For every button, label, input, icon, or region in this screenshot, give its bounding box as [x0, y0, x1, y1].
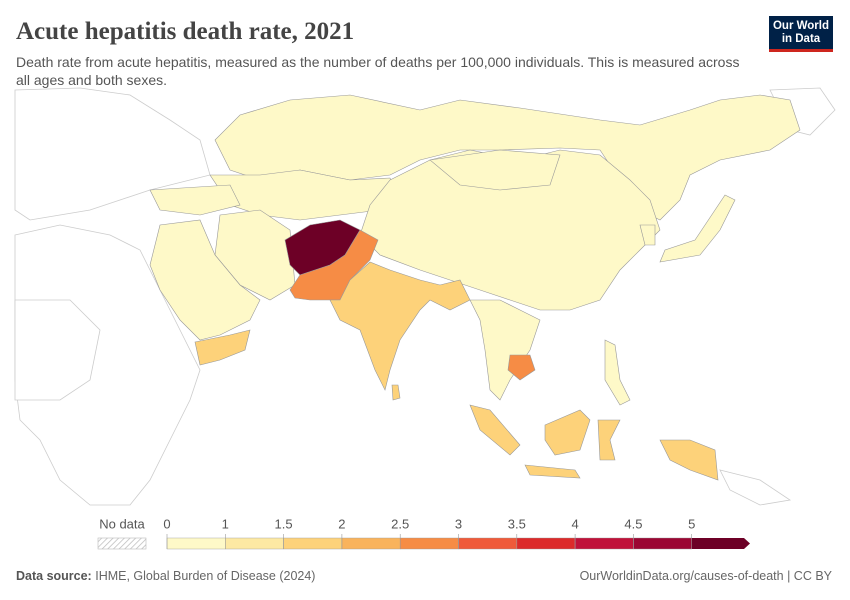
legend-tick-label: 2.5 — [391, 516, 409, 531]
legend-bin — [400, 537, 459, 550]
legend-tick-label: 5 — [688, 516, 695, 531]
country[interactable] — [289, 229, 379, 301]
legend-bin — [516, 537, 576, 550]
legend-tick-label: 0 — [163, 516, 170, 531]
countries — [149, 94, 801, 481]
legend-tick-label: 2 — [338, 516, 345, 531]
legend-bin — [166, 537, 226, 550]
legend-tick-label: 1.5 — [275, 516, 293, 531]
logo-line: in Data — [781, 33, 821, 45]
legend: 0 1 1.5 2 2.5 3 3.5 4 4.5 5 — [163, 516, 750, 550]
country[interactable] — [659, 439, 719, 481]
country[interactable] — [524, 464, 581, 479]
country[interactable] — [544, 409, 591, 456]
country[interactable] — [507, 354, 536, 381]
country[interactable] — [639, 224, 656, 246]
url[interactable]: OurWorldinData.org/causes-of-death | CC … — [579, 569, 832, 583]
logo[interactable]: Our World in Data — [769, 16, 833, 52]
legend-bin — [574, 537, 634, 550]
country[interactable] — [329, 261, 471, 391]
source-text: IHME, Global Burden of Disease (2024) — [95, 569, 316, 583]
country[interactable] — [469, 299, 541, 401]
country[interactable] — [214, 94, 801, 221]
source-label: Data source: — [16, 569, 92, 583]
country[interactable] — [659, 194, 736, 263]
background-land — [14, 87, 836, 506]
no-data-swatch — [97, 537, 147, 550]
country[interactable] — [149, 219, 261, 341]
country[interactable] — [469, 404, 521, 456]
legend-tick-label: 4 — [571, 516, 578, 531]
country[interactable] — [194, 329, 251, 366]
source: Data source: IHME, Global Burden of Dise… — [16, 569, 315, 583]
legend-bin — [225, 537, 284, 550]
country[interactable] — [149, 184, 241, 216]
legend-bin — [341, 537, 401, 550]
subtitle: Death rate from acute hepatitis, measure… — [16, 54, 740, 88]
country[interactable] — [429, 149, 561, 191]
legend-tick-label: 3.5 — [508, 516, 526, 531]
no-data-label: No data — [99, 516, 145, 531]
title: Acute hepatitis death rate, 2021 — [16, 18, 355, 45]
country[interactable] — [597, 419, 621, 461]
legend-bin — [283, 537, 343, 550]
country[interactable] — [604, 339, 631, 406]
legend-bin — [458, 537, 517, 550]
legend-tick-label: 4.5 — [624, 516, 642, 531]
country[interactable] — [391, 384, 401, 401]
legend-bin — [633, 537, 692, 550]
legend-tick-label: 3 — [455, 516, 462, 531]
legend-bin — [691, 538, 750, 549]
logo-line: Our World — [772, 20, 829, 32]
legend-tick-label: 1 — [222, 516, 229, 531]
